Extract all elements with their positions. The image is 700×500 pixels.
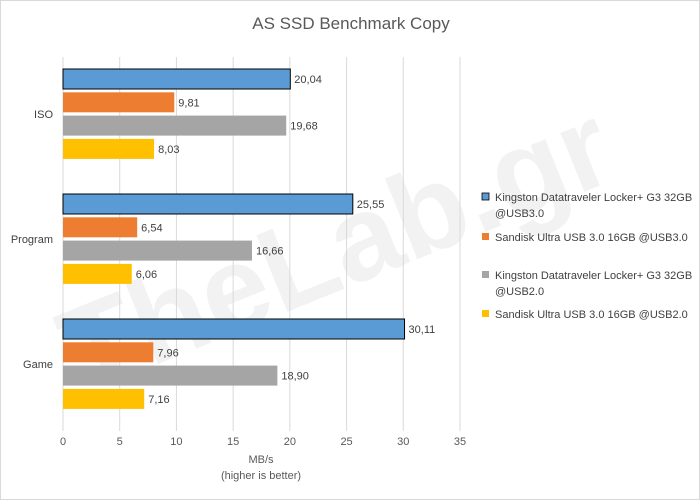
bar [63, 217, 138, 238]
legend-swatch [482, 271, 489, 278]
bar [62, 68, 291, 90]
x-tick-label: 25 [340, 436, 352, 448]
chart-title: AS SSD Benchmark Copy [252, 14, 450, 33]
category-label: ISO [34, 109, 53, 121]
category-labels: ISO Program Game [11, 109, 54, 371]
data-label: 25,55 [357, 199, 385, 211]
legend-label: Kingston Datatraveler Locker+ G3 32GB @US… [495, 270, 692, 298]
bars: 20,04 9,81 19,68 8,03 25,55 6,54 16,66 6,06 30,1… [62, 68, 436, 409]
data-label: 7,96 [157, 347, 178, 359]
x-tick-labels: 0 5 10 15 20 25 30 35 [60, 436, 466, 448]
bar [63, 115, 287, 136]
x-axis-title: MB/s [248, 454, 274, 466]
bar [63, 263, 132, 284]
data-label: 6,06 [136, 269, 157, 281]
legend-label: Kingston Datatraveler Locker+ G3 32GB @US… [495, 192, 692, 220]
data-label: 9,81 [178, 97, 199, 109]
bar [63, 365, 278, 386]
legend-swatch [482, 310, 489, 317]
bar [63, 342, 154, 363]
legend-label: Sandisk Ultra USB 3.0 16GB @USB2.0 [495, 309, 688, 321]
x-tick-label: 15 [227, 436, 239, 448]
data-label: 30,11 [409, 324, 436, 336]
legend-swatch [481, 192, 490, 201]
category-label: Game [23, 359, 53, 371]
bar [62, 318, 406, 340]
data-label: 7,16 [148, 394, 169, 406]
x-tick-label: 5 [117, 436, 123, 448]
legend: Kingston Datatraveler Locker+ G3 32GB @US… [481, 192, 692, 321]
category-label: Program [11, 234, 53, 246]
x-tick-label: 20 [284, 436, 296, 448]
bar [62, 193, 354, 215]
legend-label: Sandisk Ultra USB 3.0 16GB @USB3.0 [495, 232, 688, 244]
data-label: 16,66 [256, 246, 284, 258]
bar [63, 138, 155, 159]
legend-swatch [482, 233, 489, 240]
data-label: 20,04 [294, 74, 322, 86]
data-label: 18,90 [281, 371, 309, 383]
bar [63, 240, 252, 261]
bar [63, 388, 145, 409]
data-label: 19,68 [290, 121, 318, 133]
data-label: 6,54 [141, 222, 162, 234]
x-tick-label: 0 [60, 436, 66, 448]
x-tick-label: 30 [397, 436, 409, 448]
data-label: 8,03 [158, 144, 179, 156]
bar [63, 92, 175, 113]
x-tick-label: 10 [170, 436, 182, 448]
x-axis-subtitle: (higher is better) [221, 470, 301, 482]
x-tick-label: 35 [454, 436, 466, 448]
